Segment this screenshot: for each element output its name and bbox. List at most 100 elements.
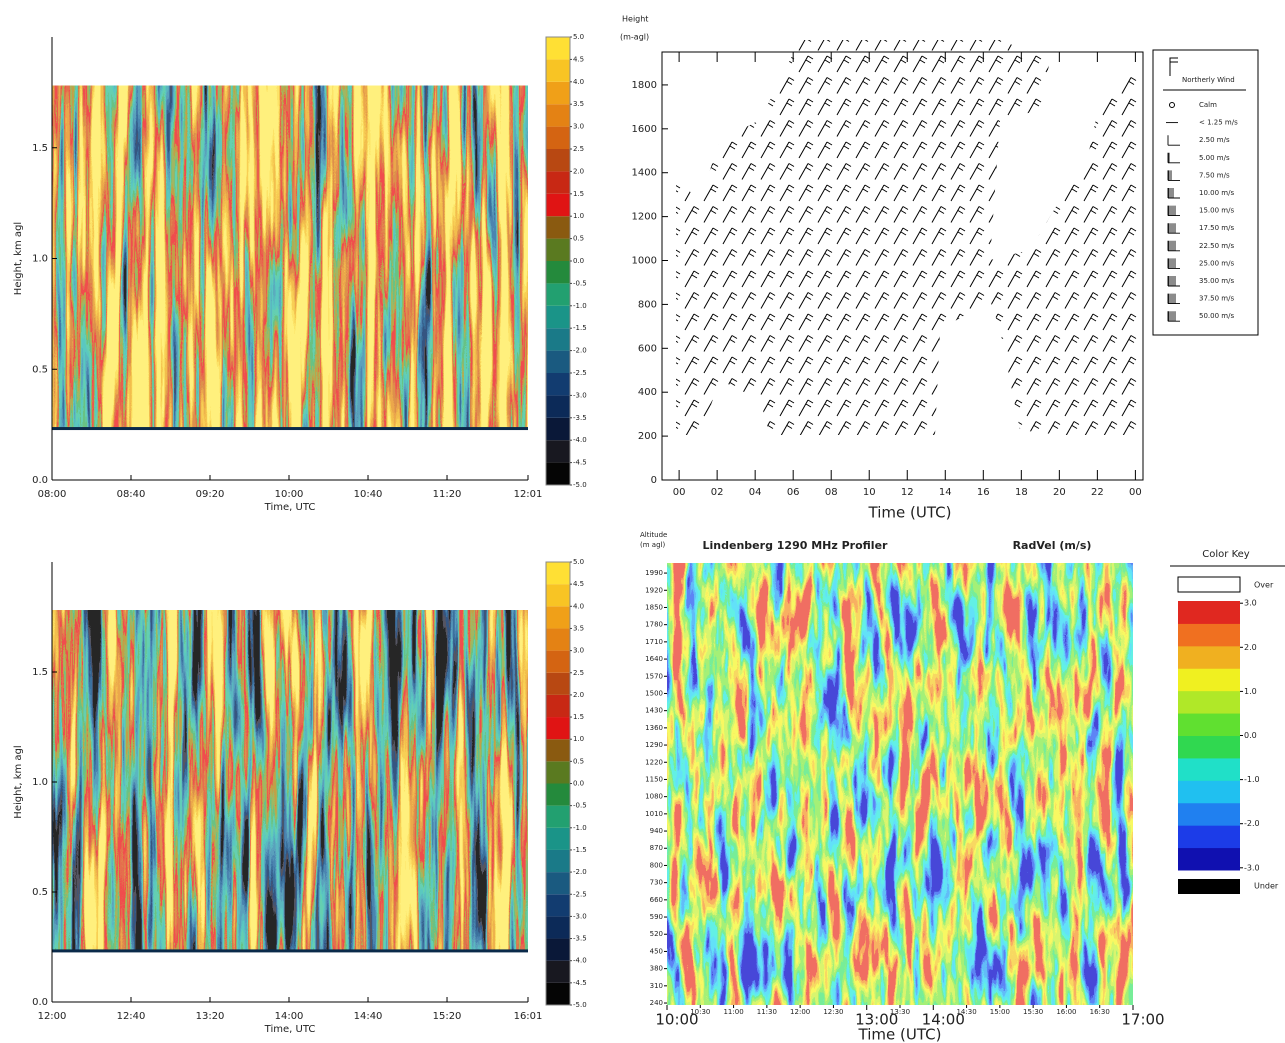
colorbar-label: 0.0 (573, 257, 584, 265)
x-tick-label: 16 (977, 487, 990, 498)
colorbar-label: -2.5 (573, 369, 587, 377)
key-over (1177, 576, 1241, 593)
y-tick-label: 1360 (645, 724, 663, 732)
legend-symbol (1167, 276, 1180, 287)
legend-symbol (1167, 170, 1180, 181)
colorbar-swatch (546, 694, 570, 718)
colorbar-label: -2.5 (573, 890, 587, 898)
legend-label: Calm (1199, 101, 1217, 109)
legend-label: 15.00 m/s (1199, 207, 1234, 215)
y-tick-label: 1000 (632, 256, 657, 267)
colorbar-label: -1.0 (573, 302, 587, 310)
y-tick-label: 1990 (645, 569, 663, 577)
legend-label: 22.50 m/s (1199, 242, 1234, 250)
x-tick-label: 10 (863, 487, 876, 498)
heatmap-field (667, 563, 1133, 1005)
legend-symbol (1167, 258, 1180, 269)
x-minor-tick-label: 11:30 (757, 1008, 777, 1016)
colorbar-label: -1.5 (573, 324, 587, 332)
y-tick-label: 310 (650, 982, 663, 990)
legend-symbol (1169, 57, 1178, 76)
colorbar-label: -4.5 (573, 459, 587, 467)
x-minor-tick-label: 12:30 (823, 1008, 843, 1016)
x-tick-label: 10:00 (275, 489, 304, 500)
x-tick-label: 06 (787, 487, 800, 498)
key-swatch (1178, 802, 1240, 826)
x-tick-label: 12 (901, 487, 914, 498)
legend-label: 37.50 m/s (1199, 295, 1234, 303)
colorbar-label: -5.0 (573, 481, 587, 489)
y-tick-label: 0 (651, 475, 657, 486)
y-axis-label: Height, km agl (13, 745, 24, 818)
x-axis-label: Time (UTC) (858, 1026, 942, 1043)
key-swatch (1178, 668, 1240, 692)
x-tick-label: 12:00 (38, 1011, 67, 1022)
colorbar-label: -1.5 (573, 846, 587, 854)
x-minor-tick-label: 15:30 (1023, 1008, 1043, 1016)
x-tick-label: 10:00 (655, 1011, 698, 1029)
x-tick-label: 18 (1015, 487, 1028, 498)
colorbar-label: -3.5 (573, 935, 587, 943)
colorbar-swatch (546, 350, 570, 373)
y-tick-label: 240 (650, 999, 663, 1007)
x-tick-label: 22 (1091, 487, 1104, 498)
x-tick-label: 11:20 (433, 489, 462, 500)
x-tick-label: 12:01 (514, 489, 543, 500)
x-tick-label: 14:00 (922, 1011, 965, 1029)
key-swatch (1178, 825, 1240, 849)
colorbar-label: -0.5 (573, 279, 587, 287)
colorbar-label: 5.0 (573, 558, 584, 566)
chart-title: Lindenberg 1290 MHz Profiler (703, 539, 888, 552)
key-tick-label: -3.0 (1244, 863, 1260, 872)
y-tick-label: 1150 (645, 775, 663, 783)
colorbar-label: 3.0 (573, 647, 584, 655)
y-tick-label: 660 (650, 896, 663, 904)
y-tick-label: 1200 (632, 212, 657, 223)
colorbar-swatch (546, 916, 570, 939)
legend-symbol (1167, 223, 1180, 234)
y-tick-label: 800 (638, 299, 657, 310)
colorbar-label: 1.0 (573, 212, 584, 220)
colorbar-label: 4.5 (573, 55, 584, 63)
y-tick-label: 1600 (632, 124, 657, 135)
y-tick-label: 1220 (645, 758, 663, 766)
colorbar-swatch (546, 395, 570, 418)
colorbar-swatch (546, 37, 570, 60)
colorbar-swatch (546, 562, 570, 585)
colorbar-label: 5.0 (573, 33, 584, 41)
y-tick-label: 0.0 (32, 475, 48, 486)
colorbar-swatch (546, 960, 570, 983)
key-tick-label: 2.0 (1244, 643, 1257, 652)
barb-field (676, 40, 1140, 435)
legend-label: 10.00 m/s (1199, 189, 1234, 197)
key-swatch (1178, 757, 1240, 781)
key-swatch (1178, 713, 1240, 736)
legend-symbol (1167, 135, 1180, 146)
y-tick-label: 0.5 (32, 887, 48, 898)
colorbar-swatch (546, 849, 570, 873)
colorbar-swatch (546, 982, 570, 1005)
colorbar-swatch (546, 606, 570, 629)
y-tick-label: 1430 (645, 707, 663, 715)
x-tick-label: 00 (673, 487, 686, 498)
key-under-label: Under (1254, 882, 1279, 891)
x-tick-label: 14 (939, 487, 952, 498)
y-tick-label: 0.5 (32, 364, 48, 375)
y-tick-label: 590 (650, 913, 663, 921)
colorbar-label: -4.0 (573, 957, 587, 965)
key-swatch (1178, 601, 1240, 624)
colorbar-label: -4.5 (573, 979, 587, 987)
heatmap-floor (52, 427, 528, 431)
colorbar-label: -2.0 (573, 868, 587, 876)
colorbar-swatch (546, 238, 570, 261)
colorbar-label: -3.5 (573, 414, 587, 422)
x-axis-label: Time, UTC (264, 1024, 316, 1035)
x-tick-label: 02 (711, 487, 724, 498)
colorbar-label: -1.0 (573, 824, 587, 832)
colorbar-swatch (546, 193, 570, 217)
y-tick-label: 600 (638, 343, 657, 354)
colorbar-swatch (546, 171, 570, 194)
x-axis-label: Time (UTC) (868, 504, 952, 522)
legend-symbol (1167, 311, 1180, 322)
y-tick-label: 1010 (645, 810, 663, 818)
